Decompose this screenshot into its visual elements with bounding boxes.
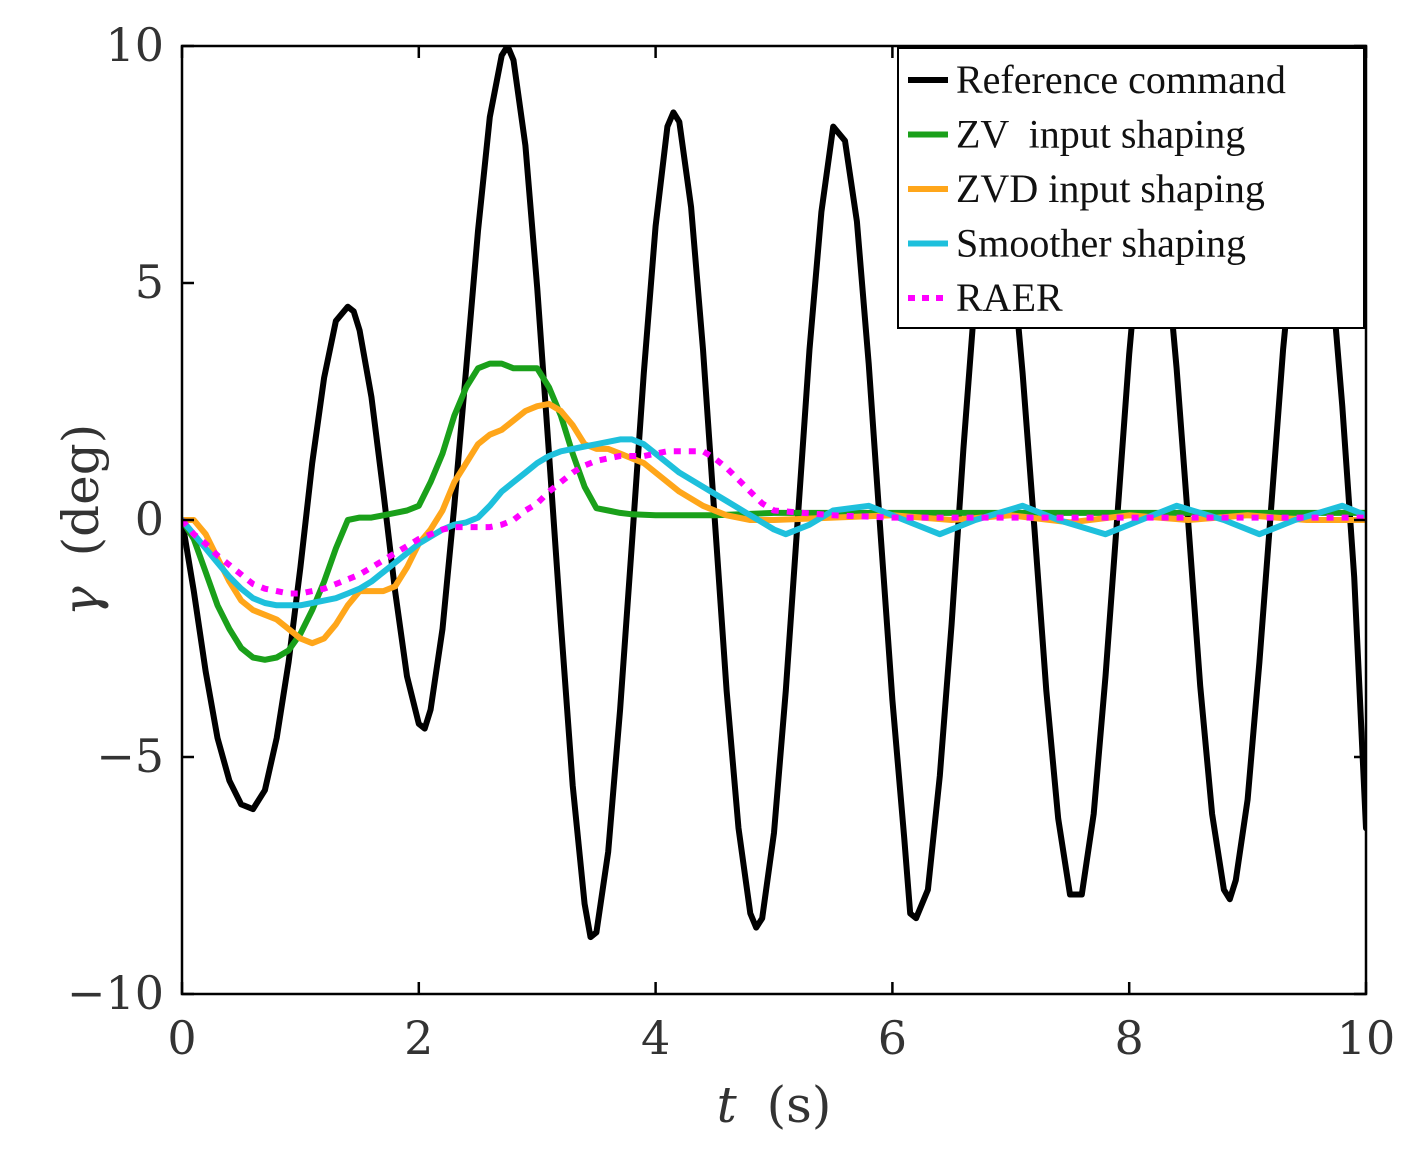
x-tick-label: 2 (404, 1011, 433, 1065)
ticks-layer: 0 2 4 6 8 10 −10 −5 0 5 10 (67, 18, 1395, 1065)
y-tick-label: 10 (105, 18, 164, 72)
legend-label: ZVD input shaping (956, 166, 1265, 211)
legend-box (897, 47, 1365, 329)
x-axis-variable: t (717, 1076, 738, 1134)
legend-label: RAER (956, 275, 1063, 320)
x-tick-label: 10 (1337, 1011, 1396, 1065)
legend-label: Reference command (956, 57, 1286, 102)
legend: Reference command ZV input shaping ZVD inp… (897, 47, 1365, 329)
x-tick-label: 4 (641, 1011, 670, 1065)
x-axis-unit: (s) (767, 1076, 832, 1134)
y-tick-label: −5 (96, 729, 164, 783)
series-line-zv-input-shaping (182, 360, 1366, 663)
y-tick-label: 5 (135, 255, 164, 309)
series-line-smoother-shaping (182, 436, 1366, 609)
y-tick-label: −10 (67, 966, 164, 1020)
x-tick-label: 6 (878, 1011, 907, 1065)
y-axis-variable: γ (52, 586, 110, 616)
y-tick-label: 0 (135, 492, 164, 546)
series-line-raer (182, 448, 1366, 597)
y-axis-unit: (deg) (52, 424, 110, 557)
x-tick-label: 0 (167, 1011, 196, 1065)
x-axis-label: t (s) (717, 1076, 832, 1134)
legend-label: Smoother shaping (956, 221, 1246, 266)
legend-label: ZV input shaping (956, 112, 1245, 157)
x-tick-label: 8 (1115, 1011, 1144, 1065)
y-axis-label: γ (deg) (52, 424, 110, 616)
